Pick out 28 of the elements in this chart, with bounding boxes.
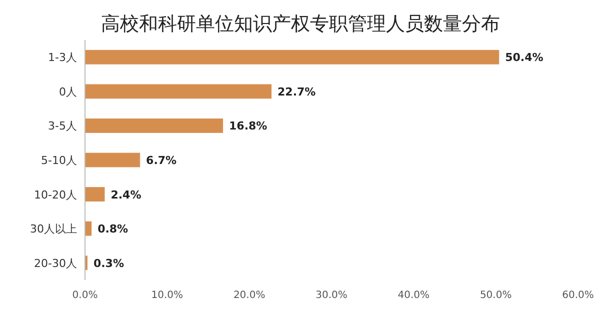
y-tick-label: 30人以上 [30,222,77,236]
bar [85,152,140,168]
data-label: 16.8% [229,120,268,133]
x-tick-label: 40.0% [398,290,430,301]
x-tick-label: 20.0% [233,290,266,301]
y-tick-label: 20-30人 [34,256,77,270]
x-tick-label: 10.0% [151,290,184,301]
data-label: 22.7% [278,85,316,98]
y-tick-label: 10-20人 [34,188,77,202]
data-label: 6.7% [146,154,177,167]
x-tick-label: 50.0% [480,290,512,301]
bar [85,84,272,99]
x-tick-label: 0.0% [72,290,98,301]
bar [85,118,224,133]
chart-title: 高校和科研单位知识产权专职管理人员数量分布 [101,13,500,35]
x-tick-label: 30.0% [316,290,348,301]
bar [85,187,105,202]
y-tick-label: 3-5人 [48,120,77,133]
bar [85,50,500,64]
y-tick-label: 5-10人 [41,154,77,167]
y-tick-label: 1-3人 [48,51,77,64]
y-tick-label: 0人 [59,85,77,98]
data-label: 0.8% [98,222,128,236]
bar [85,221,92,236]
data-label: 2.4% [110,188,142,202]
data-label: 0.3% [93,256,124,270]
x-tick-label: 60.0% [562,290,594,301]
data-label: 50.4% [505,51,544,64]
